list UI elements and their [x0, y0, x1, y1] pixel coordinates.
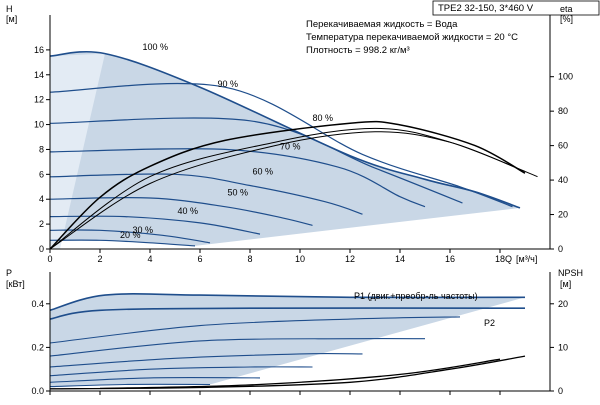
speed-label-0: 100 % — [143, 42, 169, 52]
y-tick-label: 12 — [34, 95, 44, 105]
y-tick-label: 0 — [39, 244, 44, 254]
y2-tick-label: 40 — [558, 175, 568, 185]
power-curve-1 — [49, 293, 526, 312]
x-tick-label: 18 — [495, 254, 505, 264]
power-curve-5 — [49, 353, 363, 368]
operating-area-bottom — [50, 293, 525, 387]
x-tick-label: 16 — [445, 254, 455, 264]
y-tick-label: 4 — [39, 194, 44, 204]
power-curve-3 — [49, 316, 461, 344]
speed-label-7: 30 % — [133, 225, 154, 235]
speed-curve-70 — [49, 148, 426, 208]
y-tick-label: 14 — [34, 70, 44, 80]
power-curve-8 — [49, 383, 211, 388]
y2-tick-label: 0 — [558, 244, 563, 254]
speed-label-5: 50 % — [228, 187, 249, 197]
flow-axis-unit: [м³/ч] — [516, 254, 537, 264]
head-axis-unit: [м] — [6, 14, 17, 24]
density-info-line: Плотность = 998.2 кг/м³ — [306, 45, 410, 56]
head-axis-label: H — [6, 4, 13, 14]
power-axis-label: P — [6, 268, 12, 278]
y2-tick-label: 100 — [558, 72, 573, 82]
power-curve-7 — [49, 377, 261, 383]
npsh-curve-2 — [99, 358, 501, 390]
model-box — [432, 0, 600, 16]
efficiency-curve-2 — [49, 131, 526, 250]
npsh-axis-unit: [м] — [560, 279, 571, 289]
npsh-tick-label: 20 — [558, 299, 568, 309]
speed-curve-50 — [49, 197, 313, 226]
power-tick-label: 0.0 — [31, 386, 44, 396]
npsh-tick-label: 10 — [558, 342, 568, 352]
y2-tick-label: 20 — [558, 210, 568, 220]
npsh-tick-label: 0 — [558, 386, 563, 396]
x-tick-label: 8 — [247, 254, 252, 264]
speed-label-8: 20 % — [120, 230, 141, 240]
y-tick-label: 8 — [39, 144, 44, 154]
x-tick-label: 6 — [197, 254, 202, 264]
temperature-info-line: Температура перекачиваемой жидкости = 20… — [306, 32, 518, 43]
speed-label-4: 60 % — [253, 166, 274, 176]
speed-label-3: 70 % — [280, 141, 301, 151]
speed-curve-30 — [49, 229, 211, 244]
y-tick-label: 6 — [39, 169, 44, 179]
speed-label-1: 90 % — [218, 79, 239, 89]
npsh-axis-label: NPSH — [558, 268, 583, 278]
power-curve-2 — [49, 307, 526, 320]
speed-label-6: 40 % — [178, 206, 199, 216]
efficiency-axis-label: eta — [560, 4, 573, 14]
speed-curve-80 — [49, 117, 463, 204]
speed-label-2: 80 % — [313, 113, 334, 123]
series-label-p2: P2 — [484, 318, 495, 328]
power-curve-6 — [49, 366, 313, 377]
x-tick-label: 4 — [147, 254, 152, 264]
speed-curve-20 — [49, 239, 196, 247]
flow-axis-label: Q — [505, 254, 512, 264]
power-tick-label: 0.4 — [31, 299, 44, 309]
y-tick-label: 10 — [34, 120, 44, 130]
x-tick-label: 10 — [295, 254, 305, 264]
y-tick-label: 16 — [34, 45, 44, 55]
power-tick-label: 0.2 — [31, 342, 44, 352]
speed-curve-60 — [49, 173, 363, 215]
model-title: TPE2 32-150, 3*460 V — [438, 3, 534, 14]
fluid-info-line: Перекачиваемая жидкость = Вода — [306, 19, 458, 30]
efficiency-axis-unit: [%] — [560, 14, 573, 24]
x-tick-label: 14 — [395, 254, 405, 264]
y-tick-label: 2 — [39, 219, 44, 229]
power-curve-4 — [49, 337, 426, 357]
y2-tick-label: 60 — [558, 141, 568, 151]
speed-curve-90 — [49, 82, 513, 208]
x-tick-label: 2 — [97, 254, 102, 264]
series-label-p1: P1 (двиг.+преобр-ль частоты) — [354, 291, 478, 301]
x-tick-label: 12 — [345, 254, 355, 264]
y2-tick-label: 80 — [558, 106, 568, 116]
efficiency-curve-3 — [49, 120, 526, 250]
x-tick-label: 0 — [47, 254, 52, 264]
power-axis-unit: [кВт] — [6, 279, 25, 289]
